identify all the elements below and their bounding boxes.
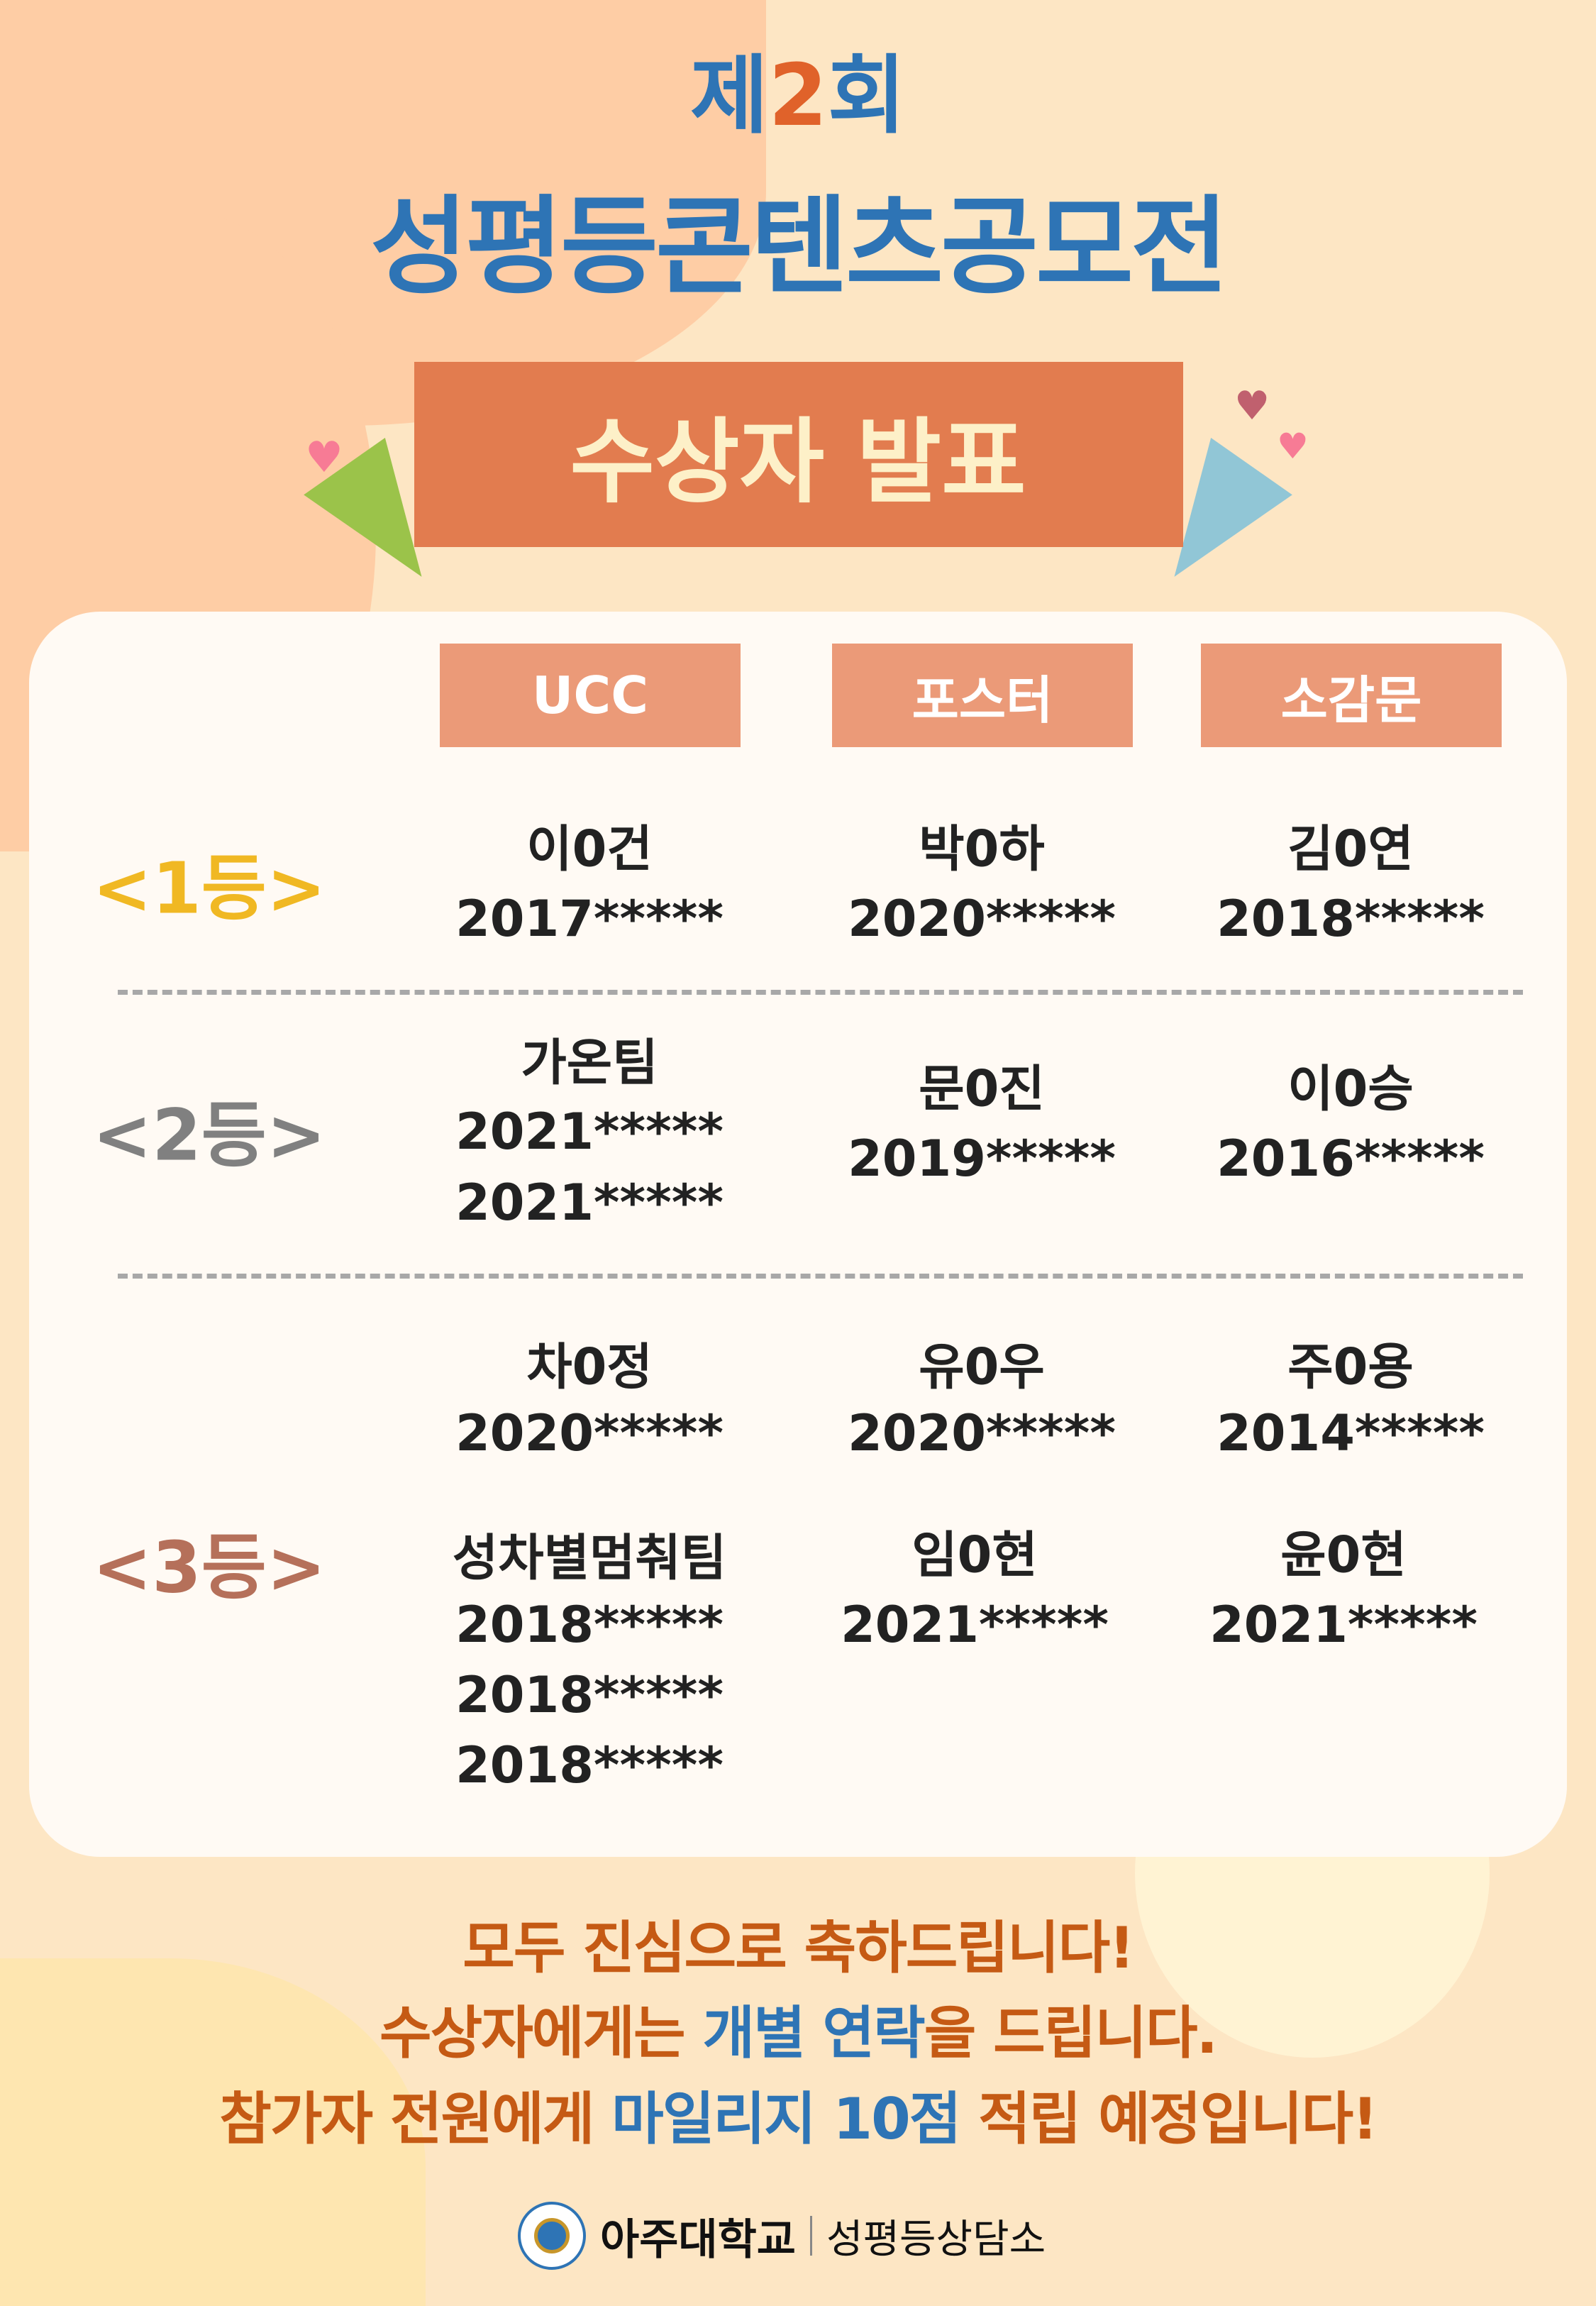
heart-icon: ♥ xyxy=(1277,426,1309,467)
winner-id: 2016***** xyxy=(1217,1130,1485,1188)
column-header-ucc: UCC xyxy=(440,644,741,747)
banner-title: 수상자 발표 xyxy=(570,408,1026,516)
winner-id: 2018***** xyxy=(455,1666,724,1724)
winner-name: 이0건 xyxy=(526,820,653,878)
contest-title: 성평등콘텐츠공모전 xyxy=(370,185,1229,309)
winner-name: 이0승 xyxy=(1287,1059,1414,1118)
winner-id: 2021***** xyxy=(1209,1596,1478,1654)
university-name: 아주대학교 xyxy=(600,2214,796,2265)
center-name: 성평등상담소 xyxy=(826,2216,1046,2263)
winner-name: 차0정 xyxy=(526,1337,653,1396)
winner-name: 성차별멈춰팀 xyxy=(452,1528,727,1587)
heart-icon: ♥ xyxy=(305,433,343,482)
university-seal-icon xyxy=(518,2202,586,2270)
rank-label-3rd: <3등> xyxy=(92,1526,326,1609)
results-card xyxy=(29,612,1567,1857)
rank-label-2nd: <2등> xyxy=(92,1093,326,1177)
winner-name: 가온팀 xyxy=(521,1033,658,1092)
announcement-banner xyxy=(414,362,1183,547)
winner-id: 2018***** xyxy=(455,1736,724,1794)
footer-logo: 아주대학교 성평등상담소 xyxy=(518,2202,1046,2270)
column-header-essay: 소감문 xyxy=(1201,644,1502,747)
winner-name: 유0우 xyxy=(919,1337,1045,1396)
logo-separator xyxy=(810,2216,812,2256)
column-header-poster: 포스터 xyxy=(832,644,1133,747)
congrats-message: 모두 진심으로 축하드립니다! xyxy=(462,1915,1134,1981)
winner-id: 2014***** xyxy=(1217,1404,1485,1462)
winner-id: 2020***** xyxy=(455,1404,724,1462)
winner-name: 문0진 xyxy=(919,1059,1045,1118)
edition-title: 제2회 xyxy=(689,47,907,145)
winner-id: 2020***** xyxy=(848,1404,1116,1462)
winner-name: 주0용 xyxy=(1287,1337,1414,1396)
mileage-message: 참가자 전원에게 마일리지 10점 적립 예정입니다! xyxy=(219,2086,1378,2152)
winner-id: 2021***** xyxy=(455,1103,724,1161)
winner-id: 2017***** xyxy=(455,890,724,948)
winner-id: 2018***** xyxy=(455,1596,724,1654)
winner-name: 박0하 xyxy=(919,820,1045,878)
winner-id: 2019***** xyxy=(848,1130,1116,1188)
winner-id: 2021***** xyxy=(455,1174,724,1232)
winner-name: 임0현 xyxy=(911,1526,1038,1584)
winner-id: 2018***** xyxy=(1217,890,1485,948)
winner-id: 2020***** xyxy=(848,890,1116,948)
winner-id: 2021***** xyxy=(841,1596,1109,1654)
contact-message: 수상자에게는 개별 연락을 드립니다. xyxy=(379,2000,1218,2066)
winner-name: 김0연 xyxy=(1287,820,1414,878)
rank-label-1st: <1등> xyxy=(92,846,326,930)
row-divider xyxy=(118,990,1523,995)
heart-icon: ♥ xyxy=(1234,383,1270,429)
winner-name: 윤0현 xyxy=(1280,1526,1407,1584)
row-divider xyxy=(118,1274,1523,1279)
